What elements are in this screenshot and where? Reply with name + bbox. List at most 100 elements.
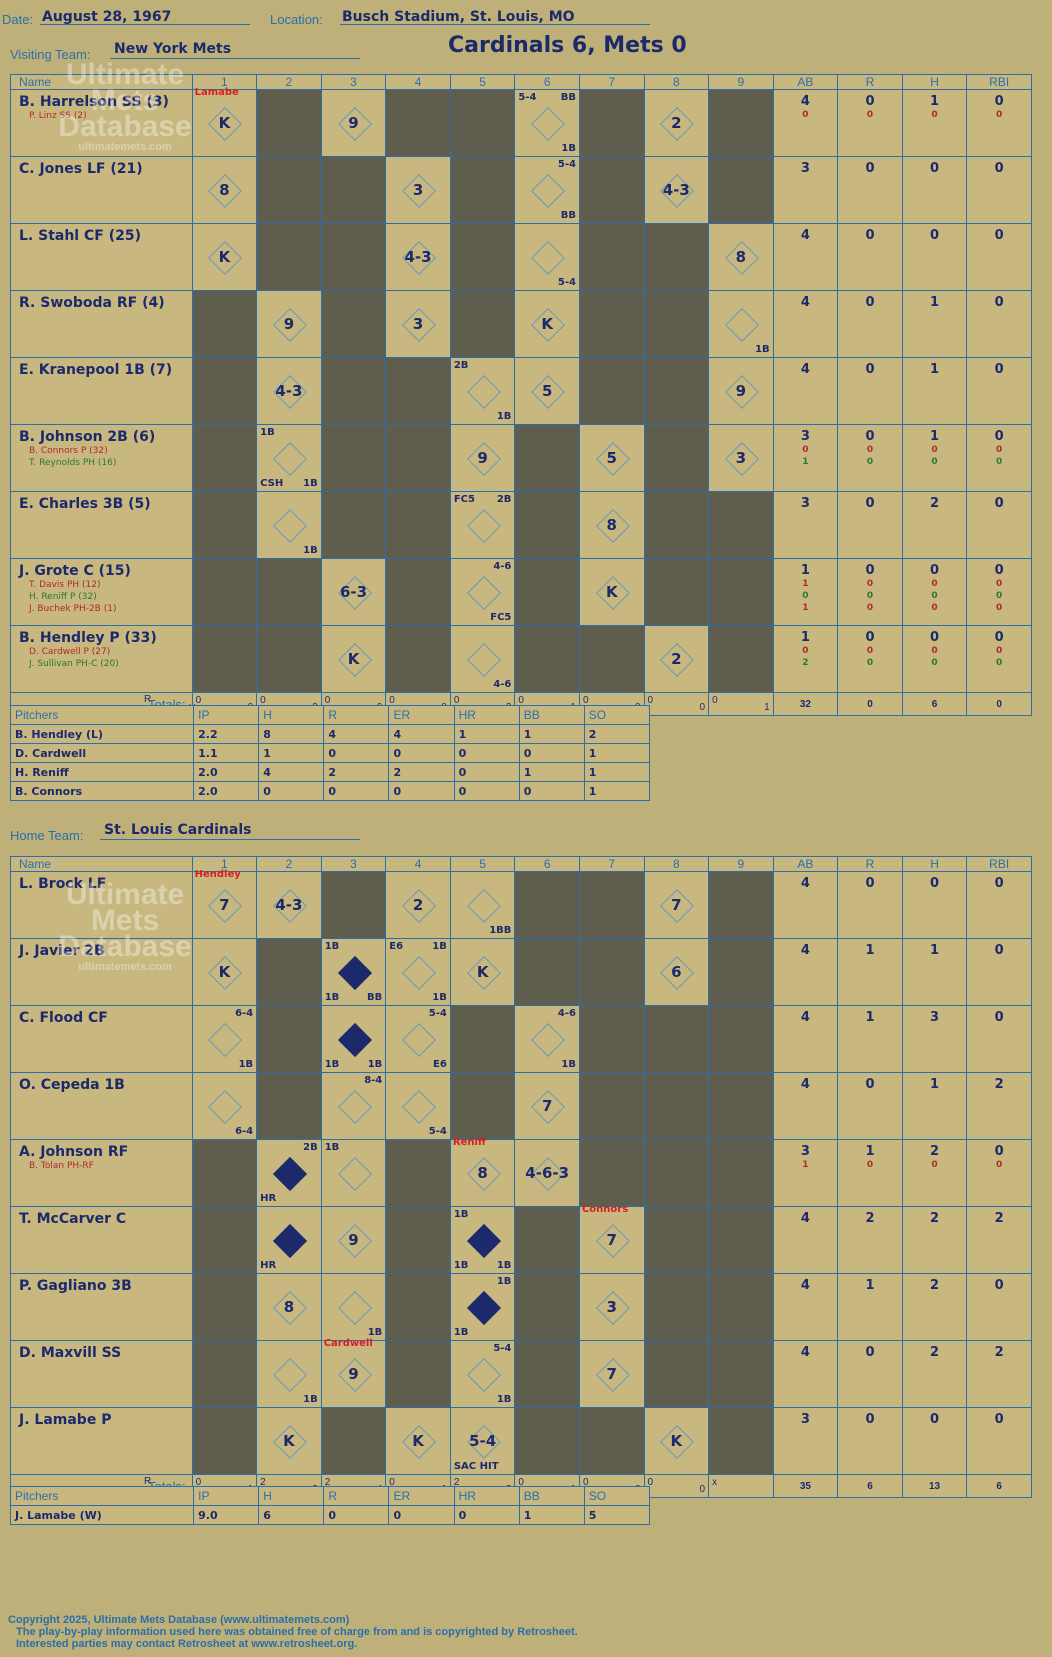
inning-header: 1 [191,74,258,90]
pitching-stat: 1 [518,724,585,744]
stat-total: 0 [966,692,1032,716]
at-bat-cell [256,1005,322,1073]
stat-cell: 0 [837,156,903,224]
at-bat-cell: 1B [256,1340,322,1408]
stat-cell: 3 [901,1005,968,1073]
pitching-stat-header: HR [453,705,520,725]
pitching-table: Pitchers IP H R ER HR BB SO J. Lamabe (W) 9.0 6 0 0 0… [9,1486,651,1525]
at-bat-cell: K [449,938,516,1006]
runs-legend: R [144,694,152,705]
batter-row: T. McCarver C HR 9 1B 1B 1B 7 Connors 4 2 2 2 [10,1204,1032,1274]
stat-cell: 1 [901,1072,968,1140]
diamond-icon [724,308,759,342]
stat-value: 4 [800,94,810,109]
diamond-icon [660,956,695,990]
at-bat-cell: 4-3 [385,223,451,291]
pitcher-row: B. Connors 2.0 0 0 0 0 0 1 [9,781,651,801]
at-bat-cell: HR [256,1206,322,1274]
pitching-stat-header: R [323,1486,390,1506]
substitute-name: J. Sullivan PH-C (20) [29,659,119,669]
at-bat-cell: K [385,1407,451,1475]
at-bat-cell: K [191,223,258,291]
inning-header: 6 [514,74,580,90]
stat-value: 2 [994,1211,1004,1226]
at-bat-cell [708,1072,774,1140]
at-bat-cell [708,491,774,559]
pitching-stat: 1 [258,743,325,763]
pitching-stat: 5 [583,1505,651,1525]
stat-cell: 0 [966,938,1032,1006]
stat-value: 0 [866,603,874,613]
at-bat-cell [191,1273,258,1341]
at-bat-cell [320,290,387,358]
diamond-icon [466,1157,501,1191]
stat-value: 3 [800,161,810,176]
inning-header: 4 [385,74,451,90]
diamond-icon [595,442,630,476]
stat-value: 0 [865,496,875,511]
at-bat-cell: K [256,1407,322,1475]
stat-value: 0 [994,876,1004,891]
batter-name: B. Hendley P (33) [19,630,157,646]
diamond-icon [660,107,695,141]
stat-cell: 2 [901,1206,968,1274]
at-bat-cell: 8 [708,223,774,291]
at-bat-cell [385,424,451,492]
play-note: 1B [324,941,340,952]
inning-header: 3 [320,856,387,872]
stat-value: 4 [800,228,810,243]
batter-name: P. Gagliano 3B [19,1278,132,1294]
inning-header: 9 [708,856,774,872]
batter-name: C. Jones LF (21) [19,161,143,177]
inning-header: 3 [320,74,387,90]
stat-value: 0 [931,658,938,668]
batter-row: J. Grote C (15) T. Davis PH (12) H. Reniff… [10,558,1032,626]
at-bat-cell: 1BB [449,871,516,939]
pitching-stat: 8 [258,724,325,744]
at-bat-cell [191,558,258,626]
at-bat-cell [514,491,580,559]
stat-cell: 2 [901,491,968,559]
at-bat-cell [708,1005,774,1073]
stat-value: 0 [930,563,940,578]
at-bat-cell [385,1340,451,1408]
at-bat-cell [514,938,580,1006]
diamond-icon [466,1224,501,1258]
diamond-icon [531,1023,566,1057]
at-bat-cell [643,1005,710,1073]
batter-name: T. McCarver C [19,1211,127,1227]
visiting-team-label: Visiting Team: [10,47,91,62]
stat-cell: 2 [966,1340,1032,1408]
stat-header: R [837,856,903,872]
stat-cell: 0 [966,871,1032,939]
diamond-icon [466,1291,501,1325]
pitching-stat: 1 [583,743,651,763]
stat-value: 0 [866,591,874,601]
inning-header: 7 [578,74,645,90]
stat-value: 0 [931,457,938,467]
batter-name-cell: E. Charles 3B (5) [10,491,193,559]
diamond-icon [724,241,759,275]
diamond-icon [337,1157,372,1191]
at-bat-cell [708,1206,774,1274]
play-note: 4-6 [557,1008,576,1019]
at-bat-cell [708,1407,774,1475]
stat-cell: 4 [772,1206,839,1274]
inning-runs: 0 [518,695,524,706]
stat-cell: 0 [966,491,1032,559]
batter-row: C. Jones LF (21) 8 3 5-4 BB 4-3 3 0 0 0 [10,156,1032,224]
stat-cell: 0 [966,1005,1032,1073]
stat-cell: 0 [837,491,903,559]
at-bat-cell [191,625,258,693]
play-note: HR [260,1260,277,1271]
pitching-stat-header: SO [583,1486,651,1506]
batter-row: D. Maxvill SS 1B 9 Cardwell 5-4 1B 7 4 0 2 2 [10,1338,1032,1408]
at-bat-cell: 5-4 SAC HIT [449,1407,516,1475]
stat-cell: 1 [837,1273,903,1341]
at-bat-cell: 3 [578,1273,645,1341]
play-note: 5-4 [518,92,537,103]
batter-name: C. Flood CF [19,1010,108,1026]
at-bat-cell: 2 [643,625,710,693]
visitors-scorecard: Name 1 2 3 4 5 6 7 8 9 AB R H RBI B. Harrelson SS (3) P… [10,74,1032,716]
